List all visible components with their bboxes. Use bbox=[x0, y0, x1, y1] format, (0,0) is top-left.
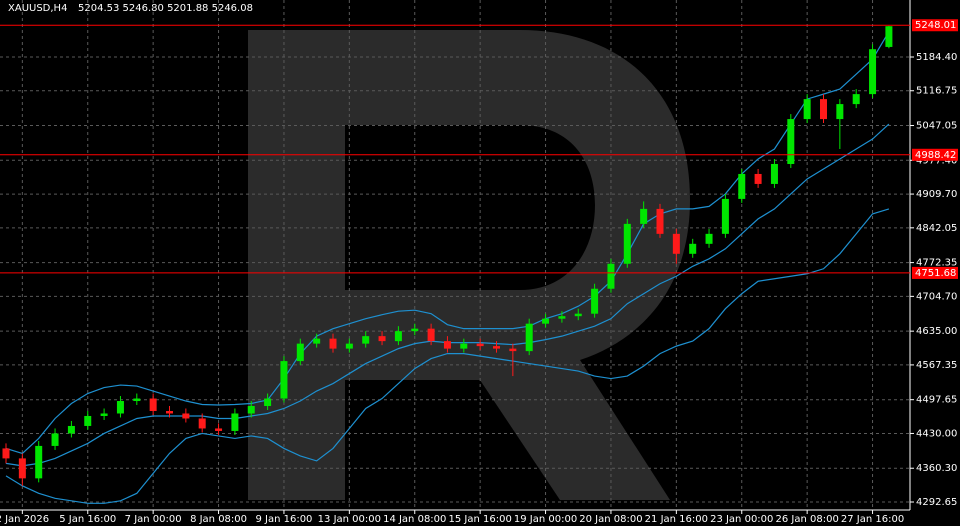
candle-body bbox=[689, 243, 697, 254]
candle-body bbox=[493, 346, 500, 349]
candle-body bbox=[247, 406, 255, 414]
candle-body bbox=[885, 26, 893, 47]
y-tick-label: 4842.05 bbox=[916, 223, 957, 234]
candle-body bbox=[35, 445, 43, 479]
candle-body bbox=[672, 233, 680, 254]
candle-body bbox=[591, 288, 599, 314]
candle-body bbox=[542, 318, 550, 324]
ohlc-readout: 5204.53 5246.80 5201.88 5246.08 bbox=[78, 3, 253, 14]
candle-body bbox=[296, 343, 304, 362]
level-box bbox=[912, 266, 958, 279]
watermark-logo bbox=[248, 30, 690, 500]
candle-body bbox=[754, 173, 762, 184]
y-tick-label: 4360.30 bbox=[916, 463, 957, 474]
candle-body bbox=[198, 418, 206, 429]
candle-body bbox=[640, 208, 648, 224]
x-tick-label: 2 Jan 2026 bbox=[0, 514, 49, 525]
candle-body bbox=[607, 263, 615, 289]
candle-body bbox=[84, 415, 92, 426]
candle-body bbox=[182, 413, 190, 419]
candle-body bbox=[623, 223, 631, 264]
candle-body bbox=[721, 198, 729, 234]
candle-body bbox=[852, 94, 860, 105]
candle-body bbox=[427, 328, 435, 342]
candle-body bbox=[133, 398, 141, 402]
candle-body bbox=[329, 338, 337, 349]
candle-body bbox=[869, 49, 877, 95]
candle-body bbox=[443, 341, 451, 349]
candle-body bbox=[67, 425, 75, 434]
x-tick-label: 15 Jan 16:00 bbox=[448, 514, 511, 525]
candle-body bbox=[460, 343, 468, 349]
y-tick-label: 4292.65 bbox=[916, 497, 957, 508]
candle-body bbox=[313, 338, 321, 344]
x-tick-label: 21 Jan 16:00 bbox=[645, 514, 708, 525]
candle-body bbox=[476, 343, 484, 347]
y-tick-label: 4567.35 bbox=[916, 360, 957, 371]
y-tick-label: 4704.70 bbox=[916, 291, 957, 302]
candle-body bbox=[100, 413, 108, 416]
candle-body bbox=[820, 99, 827, 120]
candle-body bbox=[362, 336, 370, 344]
y-tick-label: 4497.65 bbox=[916, 395, 957, 406]
x-tick-label: 23 Jan 00:00 bbox=[710, 514, 773, 525]
y-tick-label: 5047.05 bbox=[916, 121, 957, 132]
level-label: 5248.01 bbox=[915, 20, 956, 31]
candle-body bbox=[51, 433, 59, 446]
x-tick-label: 20 Jan 08:00 bbox=[579, 514, 642, 525]
x-tick-label: 19 Jan 00:00 bbox=[514, 514, 577, 525]
candle-body bbox=[166, 410, 173, 414]
level-box bbox=[912, 19, 958, 32]
candle-body bbox=[705, 233, 713, 244]
candle-body bbox=[525, 323, 533, 352]
x-tick-label: 9 Jan 16:00 bbox=[255, 514, 312, 525]
x-tick-label: 5 Jan 16:00 bbox=[59, 514, 116, 525]
x-tick-label: 7 Jan 00:00 bbox=[125, 514, 182, 525]
y-tick-label: 5116.75 bbox=[916, 86, 957, 97]
candle-body bbox=[411, 328, 419, 332]
x-tick-label: 27 Jan 16:00 bbox=[841, 514, 904, 525]
candle-body bbox=[770, 163, 778, 184]
candle-body bbox=[231, 413, 239, 431]
candle-body bbox=[787, 119, 795, 164]
candle-body bbox=[149, 398, 157, 411]
x-tick-label: 13 Jan 00:00 bbox=[318, 514, 381, 525]
candle-body bbox=[558, 316, 566, 319]
x-tick-label: 26 Jan 08:00 bbox=[775, 514, 838, 525]
y-tick-label: 5184.40 bbox=[916, 52, 957, 63]
candle-body bbox=[738, 173, 746, 199]
candle-body bbox=[656, 208, 664, 234]
x-tick-label: 14 Jan 08:00 bbox=[383, 514, 446, 525]
level-label: 4988.42 bbox=[915, 150, 956, 161]
candle-body bbox=[836, 104, 844, 120]
candle-body bbox=[264, 398, 272, 407]
x-tick-label: 8 Jan 08:00 bbox=[190, 514, 247, 525]
candle-body bbox=[215, 428, 223, 431]
y-tick-label: 4635.00 bbox=[916, 326, 957, 337]
level-box bbox=[912, 148, 958, 161]
candle-body bbox=[509, 348, 517, 352]
symbol: XAUUSD,H4 bbox=[8, 3, 67, 14]
candle-body bbox=[280, 361, 288, 399]
candle-body bbox=[18, 458, 26, 479]
candle-body bbox=[345, 343, 353, 349]
candle-body bbox=[2, 448, 10, 459]
y-tick-label: 4772.35 bbox=[916, 258, 957, 269]
candle-body bbox=[803, 99, 811, 120]
candle-body bbox=[574, 313, 582, 317]
band-lower bbox=[5, 208, 890, 504]
candle-body bbox=[394, 331, 402, 342]
candle-body bbox=[116, 401, 124, 414]
y-tick-label: 4430.00 bbox=[916, 428, 957, 439]
y-tick-label: 4909.70 bbox=[916, 189, 957, 200]
level-label: 4751.68 bbox=[915, 268, 956, 279]
candle-body bbox=[378, 336, 386, 342]
